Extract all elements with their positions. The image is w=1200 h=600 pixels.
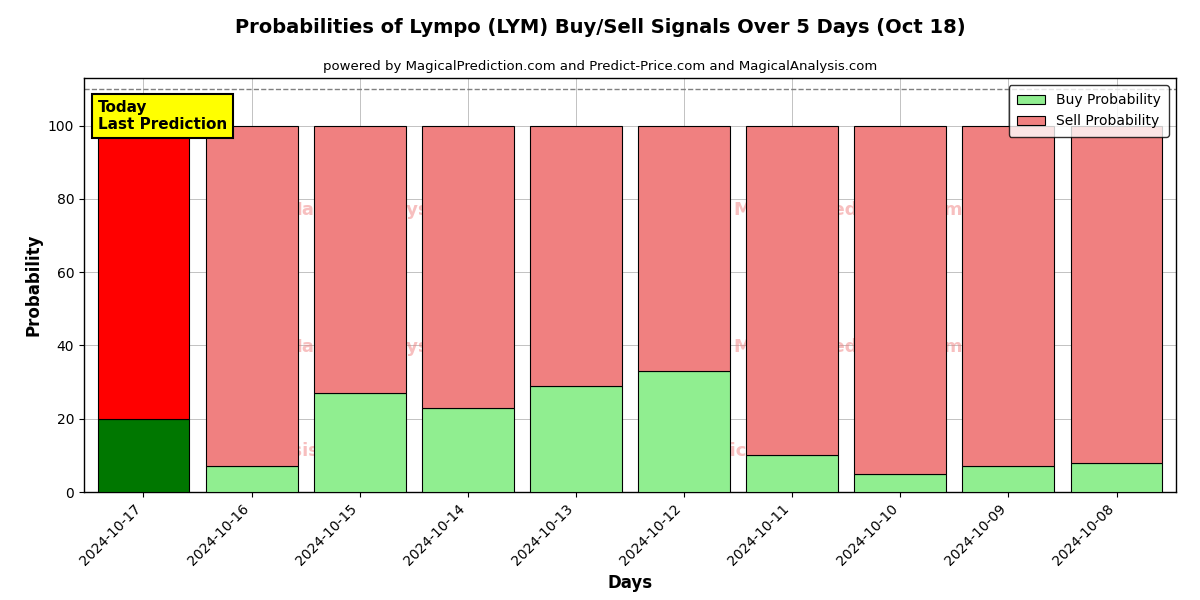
Y-axis label: Probability: Probability	[24, 234, 42, 336]
Bar	[205, 125, 298, 466]
Bar	[1070, 463, 1163, 492]
Bar	[746, 455, 838, 492]
Bar	[422, 408, 514, 492]
Text: MagicalAnalysis.com: MagicalAnalysis.com	[284, 338, 494, 356]
X-axis label: Days: Days	[607, 574, 653, 592]
Bar	[313, 125, 406, 393]
Bar	[205, 466, 298, 492]
Bar	[638, 371, 730, 492]
Bar	[638, 125, 730, 371]
Text: Today
Last Prediction: Today Last Prediction	[98, 100, 227, 133]
Text: Magic: Magic	[688, 442, 748, 460]
Text: powered by MagicalPrediction.com and Predict-Price.com and MagicalAnalysis.com: powered by MagicalPrediction.com and Pre…	[323, 60, 877, 73]
Text: Analysis.com: Analysis.com	[236, 442, 368, 460]
Bar	[962, 125, 1055, 466]
Bar	[97, 419, 190, 492]
Bar	[530, 125, 622, 386]
Bar	[854, 125, 947, 473]
Text: MagicalPrediction.com: MagicalPrediction.com	[733, 338, 964, 356]
Bar	[97, 125, 190, 419]
Legend: Buy Probability, Sell Probability: Buy Probability, Sell Probability	[1009, 85, 1169, 137]
Bar	[1070, 125, 1163, 463]
Bar	[313, 393, 406, 492]
Bar	[746, 125, 838, 455]
Bar	[962, 466, 1055, 492]
Text: Probabilities of Lympo (LYM) Buy/Sell Signals Over 5 Days (Oct 18): Probabilities of Lympo (LYM) Buy/Sell Si…	[235, 18, 965, 37]
Text: MagicalAnalysis.com: MagicalAnalysis.com	[284, 202, 494, 220]
Bar	[530, 386, 622, 492]
Text: MagicalPrediction.com: MagicalPrediction.com	[733, 202, 964, 220]
Bar	[854, 473, 947, 492]
Bar	[422, 125, 514, 408]
